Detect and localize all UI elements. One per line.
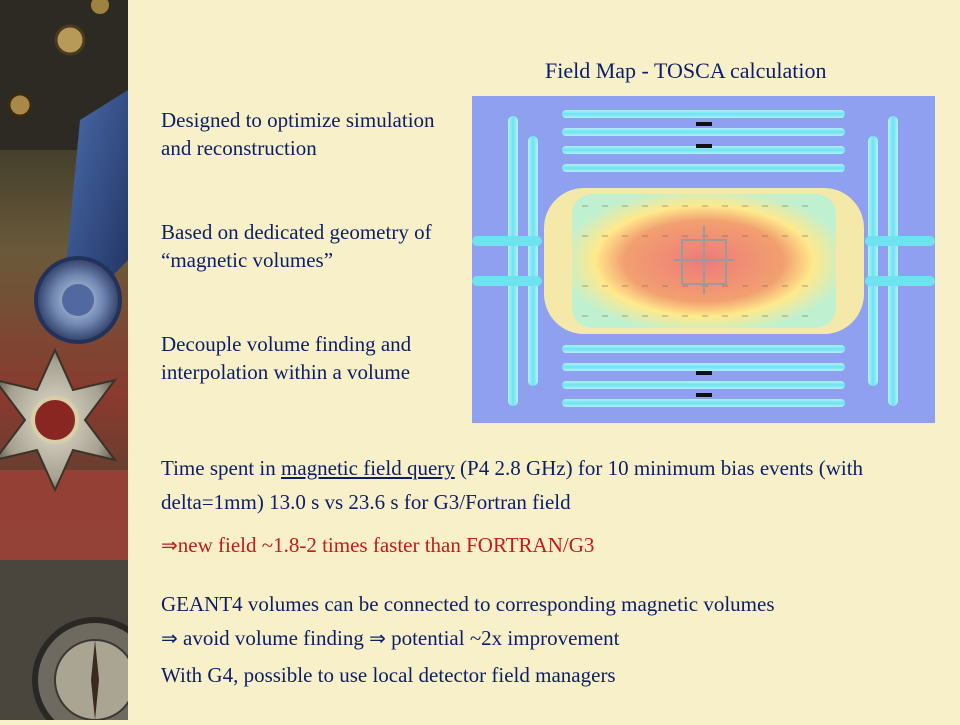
implies-arrow-icon: ⇒ — [161, 533, 178, 557]
medal-illustration — [0, 0, 158, 725]
bullet-magnetic-volumes: Based on dedicated geometry of “magnetic… — [161, 220, 432, 272]
avoid-finding-text: ⇒ avoid volume finding ⇒ potential ~2x i… — [161, 624, 619, 652]
magnetic-field-query-link[interactable]: magnetic field query — [281, 456, 455, 480]
bullet-decouple: Decouple volume finding and interpolatio… — [161, 332, 412, 384]
decorative-medal-strip — [0, 0, 158, 725]
time-spent-suffix: (P4 2.8 GHz) for 10 minimum bias events … — [161, 456, 864, 514]
speedup-label: new field ~1.8-2 times faster than FORTR… — [177, 533, 595, 557]
side-field-lobes — [472, 236, 935, 286]
return-yoke-sides — [508, 116, 898, 406]
return-yoke-top — [562, 110, 845, 172]
implies-arrow-icon: ⇒ — [369, 626, 386, 650]
speedup-text: ⇒new field ~1.8-2 times faster than FORT… — [161, 531, 594, 559]
geant-volumes-text: GEANT4 volumes can be connected to corre… — [161, 592, 775, 616]
time-spent-text: Time spent in magnetic field query (P4 2… — [161, 451, 941, 519]
field-markers — [696, 122, 712, 397]
time-spent-prefix: Time spent in — [161, 456, 281, 480]
field-map-image — [472, 96, 935, 423]
avoid-finding-part1: avoid volume finding — [177, 626, 370, 650]
implies-arrow-icon: ⇒ — [161, 626, 178, 650]
return-yoke-bottom — [562, 345, 845, 407]
bullet-optimize: Designed to optimize simulation and reco… — [161, 108, 435, 160]
field-map-title: Field Map - TOSCA calculation — [545, 58, 827, 83]
local-managers-text: With G4, possible to use local detector … — [161, 663, 616, 687]
center-crosshair — [674, 226, 734, 294]
avoid-finding-part2: potential ~2x improvement — [385, 626, 620, 650]
